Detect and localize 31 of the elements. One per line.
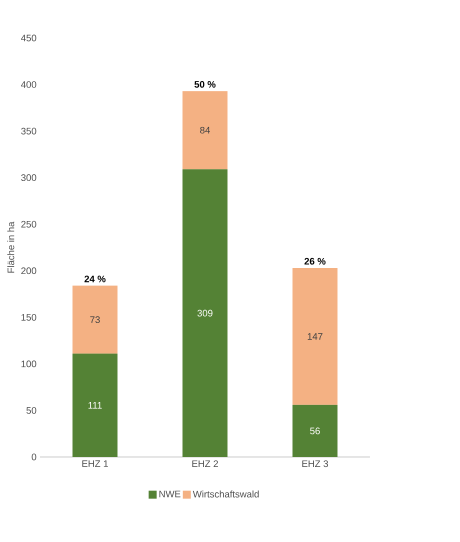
legend-label: NWE — [159, 490, 180, 498]
bar — [72, 286, 118, 354]
y-tick-label: 450 — [21, 34, 36, 42]
y-tick-label: 250 — [21, 220, 36, 228]
y-tick-label: 350 — [21, 128, 36, 134]
y-tick-label: 200 — [21, 267, 36, 274]
bar — [292, 404, 338, 457]
bar — [292, 268, 338, 405]
data-label: 73 — [90, 316, 100, 324]
y-tick-label: 300 — [21, 174, 36, 182]
data-label: 56 — [310, 428, 320, 434]
bar — [182, 91, 228, 170]
x-tick-label: EHZ 3 — [302, 460, 328, 468]
legend-label: Wirtschaftswald — [192, 490, 259, 498]
y-tick-label: 400 — [21, 81, 36, 88]
annotation: 26 % — [304, 258, 326, 265]
y-axis-title: Fläche in ha — [7, 222, 14, 273]
y-tick-label: 100 — [22, 360, 36, 368]
data-label: 147 — [308, 333, 322, 340]
annotation: 50 % — [194, 80, 216, 88]
data-label: 111 — [88, 402, 102, 409]
bar — [182, 169, 228, 457]
x-tick-label: EHZ 1 — [82, 460, 108, 467]
y-tick-label: 50 — [26, 407, 36, 414]
data-label: 84 — [200, 126, 210, 134]
bar — [72, 354, 118, 457]
y-tick-label: 150 — [22, 314, 36, 321]
x-tick-label: EHZ 2 — [192, 460, 218, 467]
annotation: 24 % — [84, 276, 106, 282]
y-tick-label: 0 — [32, 454, 36, 460]
data-label: 309 — [197, 310, 212, 317]
